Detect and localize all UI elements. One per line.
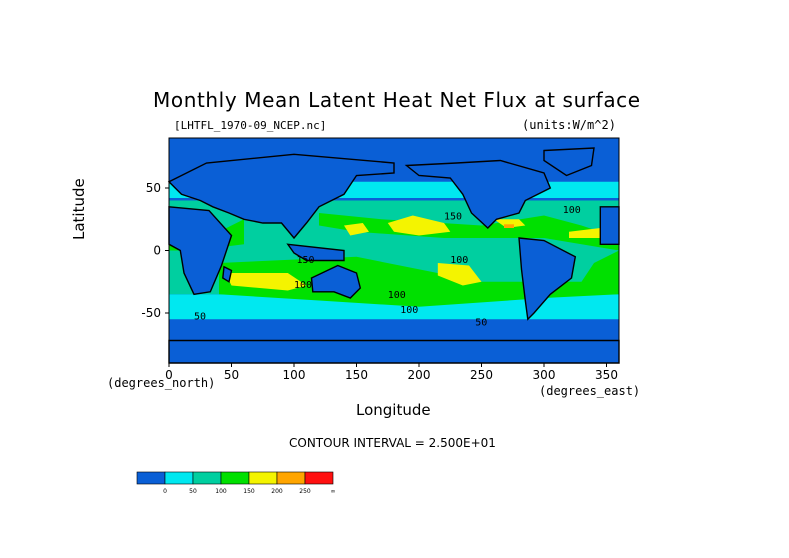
colorbar-legend: 0 50 100 150 200 250 ∞ (136, 471, 336, 495)
continent-eurasia (167, 153, 395, 240)
contour-label: 100 (563, 205, 581, 216)
x-tick-label: 150 (345, 368, 368, 382)
colorbar-tick-label: ∞ (331, 488, 336, 495)
contour-label: 150 (444, 211, 462, 222)
flux-band-3 (219, 250, 619, 307)
continent-africa-east (168, 206, 233, 296)
flux-band-12 (344, 223, 369, 236)
y-tick-label: 0 (153, 244, 161, 258)
continent-australia (310, 264, 362, 299)
colorbar-swatch (164, 471, 194, 485)
x-tick-label: 100 (283, 368, 306, 382)
continent-greenland (543, 147, 595, 177)
continent-antarctica (168, 339, 620, 364)
y-tick-label: -50 (141, 306, 161, 320)
colorbar-tick-label: 200 (271, 488, 283, 495)
colorbar-swatch (192, 471, 222, 485)
colorbar-swatch (276, 471, 306, 485)
contour-interval-label: CONTOUR INTERVAL = 2.500E+01 (289, 436, 496, 450)
flux-band-11 (569, 228, 601, 238)
colorbar-tick-label: 150 (243, 488, 255, 495)
y-axis-units: (degrees_north) (107, 376, 216, 390)
x-tick-label: 250 (470, 368, 493, 382)
colorbar-tick-label: 0 (163, 488, 167, 495)
flux-band-8 (437, 263, 482, 286)
x-tick-label: 200 (408, 368, 431, 382)
contour-label: 100 (400, 305, 418, 316)
x-tick-label: 50 (224, 368, 239, 382)
colorbar-tick-label: 100 (215, 488, 227, 495)
continent-indonesia (286, 243, 345, 262)
x-axis-title: Longitude (356, 401, 431, 419)
colorbar-swatch (136, 471, 166, 485)
colorbar-swatch (248, 471, 278, 485)
contour-label: 150 (297, 255, 315, 266)
colorbar-tick-label: 250 (299, 488, 311, 495)
contour-label: 100 (450, 255, 468, 266)
contour-label: 50 (475, 318, 487, 329)
flux-band-6 (225, 273, 307, 291)
x-tick-label: 0 (165, 368, 173, 382)
y-axis-title: Latitude (70, 178, 88, 240)
dataset-label: [LHTFL_1970-09_NCEP.nc] (174, 119, 327, 132)
continent-africa (599, 206, 620, 246)
continent-south-america (518, 237, 577, 321)
flux-band-10 (504, 224, 514, 228)
flux-band-7 (387, 215, 451, 236)
units-label: (units:W/m^2) (522, 118, 616, 132)
colorbar-swatch (304, 471, 334, 485)
continent-madagascar (222, 265, 233, 283)
chart-title: Monthly Mean Latent Heat Net Flux at sur… (153, 88, 641, 112)
colorbar-tick-label: 50 (189, 488, 197, 495)
contour-label: 100 (294, 280, 312, 291)
x-tick-label: 350 (595, 368, 618, 382)
flux-band-9 (494, 219, 526, 228)
x-tick-label: 300 (533, 368, 556, 382)
x-axis-units: (degrees_east) (539, 384, 641, 398)
contour-label: 50 (194, 311, 206, 322)
y-tick-label: 50 (146, 181, 161, 195)
map-plot: 0 50 100 150 200 250 300 350 -50 0 50 100 100 150 100 1… (141, 137, 620, 382)
colorbar-swatch (220, 471, 250, 485)
continent-north-america (404, 159, 552, 229)
contour-label: 100 (388, 290, 406, 301)
